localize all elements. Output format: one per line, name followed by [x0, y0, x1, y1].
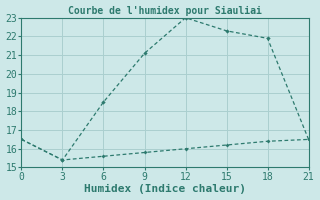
- Title: Courbe de l'humidex pour Siauliai: Courbe de l'humidex pour Siauliai: [68, 6, 262, 16]
- X-axis label: Humidex (Indice chaleur): Humidex (Indice chaleur): [84, 184, 246, 194]
